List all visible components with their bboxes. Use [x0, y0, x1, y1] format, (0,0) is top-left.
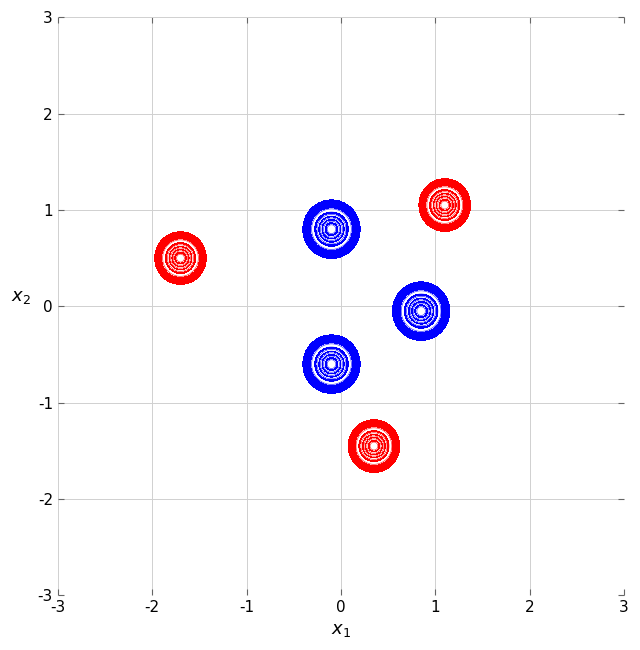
Y-axis label: $x_2$: $x_2$: [11, 289, 31, 306]
X-axis label: $x_1$: $x_1$: [331, 621, 351, 639]
